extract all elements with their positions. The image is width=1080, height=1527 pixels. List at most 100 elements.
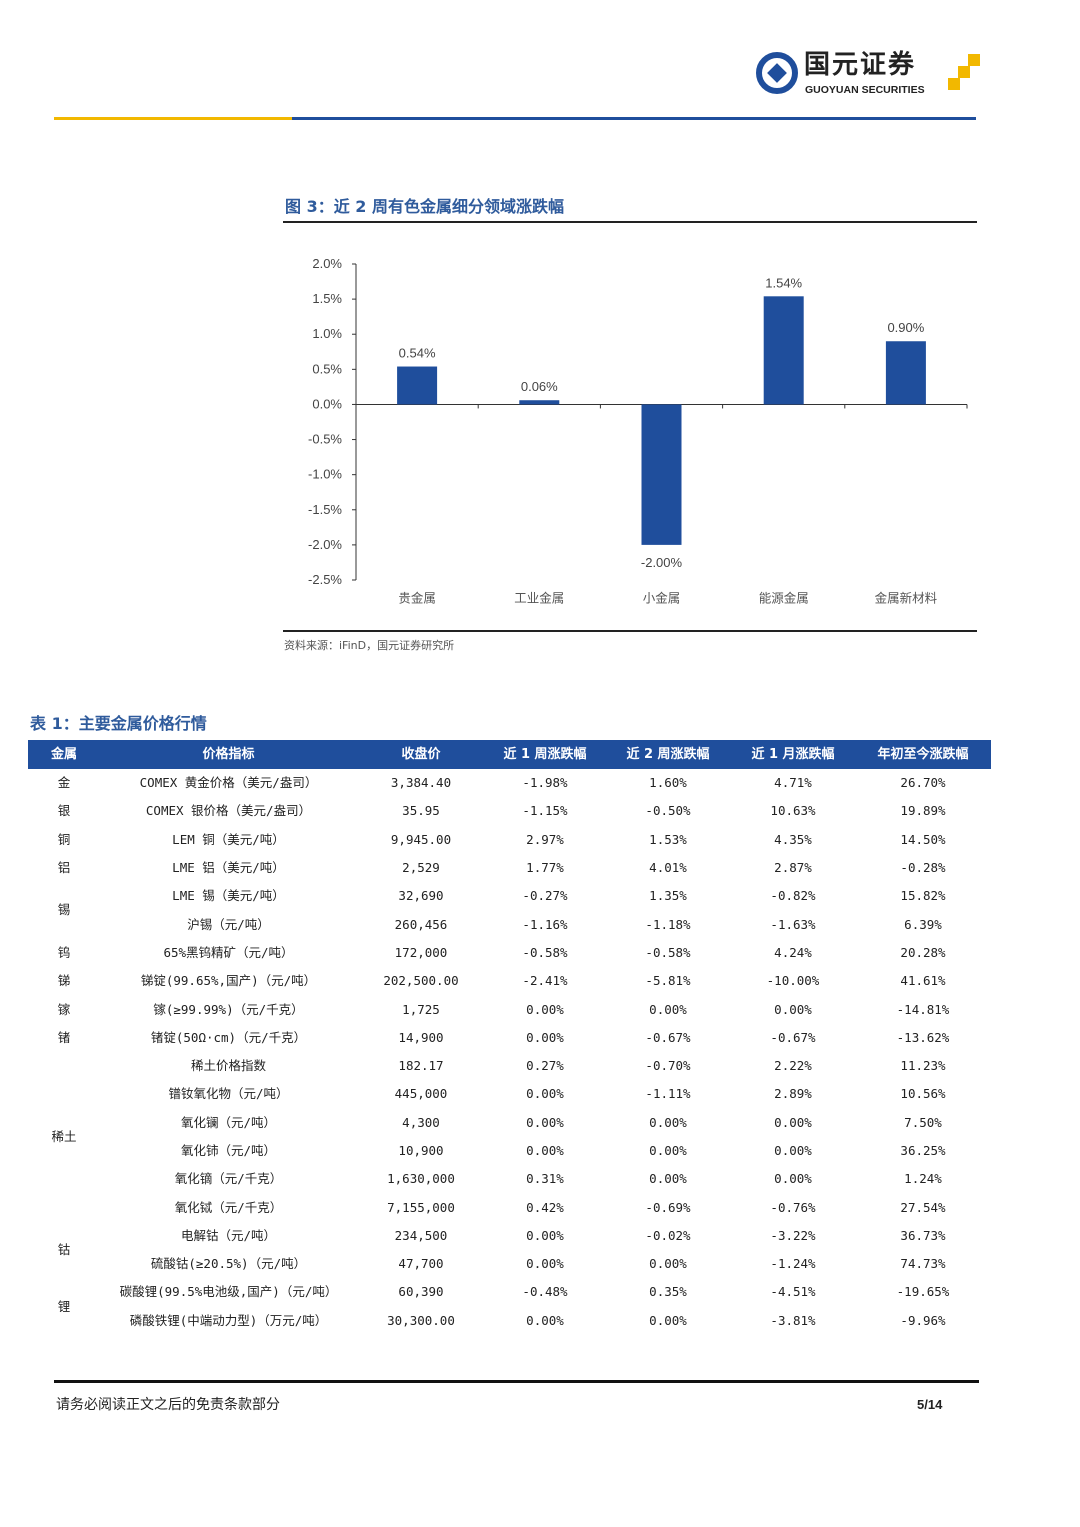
table-row: 锑 锑锭(99.65%,国产)（元/吨） 202,500.00 -2.41% -5.81… [28, 967, 991, 995]
close-price-cell: 32,690 [398, 888, 444, 904]
table-row: 锡 LME 锡（美元/吨） 32,690 -0.27% 1.35% -0.82% 15.82… [28, 882, 991, 917]
table-row: 氧化铈（元/吨） 10,900 0.00% 0.00% 0.00% 36.25% [28, 1137, 991, 1165]
table-row: 硫酸钴(≥20.5%)（元/吨） 47,700 0.00% 0.00% -1.24% 74… [28, 1250, 991, 1278]
change-1m-cell: -0.76% [770, 1199, 816, 1215]
close-price-cell: 182.17 [398, 1058, 444, 1074]
metal-cell: 金 [57, 775, 71, 791]
x-tick-label: 工业金属 [514, 590, 564, 605]
y-tick-label: 0.0% [312, 396, 342, 411]
close-price-cell: 234,500 [394, 1227, 448, 1243]
bar [519, 400, 560, 405]
x-tick-label: 贵金属 [398, 590, 436, 605]
indicator-cell: 氧化镝（元/千克） [174, 1171, 283, 1187]
metal-cell: 钨 [57, 944, 71, 960]
change-1w-cell: 0.00% [526, 1001, 564, 1017]
figure-top-rule [283, 221, 977, 223]
change-1w-cell: 0.31% [526, 1171, 564, 1187]
change-2w-cell: -0.70% [645, 1058, 691, 1074]
y-tick-label: -1.0% [308, 467, 342, 482]
change-ytd-cell: 15.82% [900, 888, 946, 904]
bar [397, 366, 438, 405]
table-row: 氧化镝（元/千克） 1,630,000 0.31% 0.00% 0.00% 1.24% [28, 1165, 991, 1193]
change-ytd-cell: 19.89% [900, 803, 946, 819]
close-price-cell: 14,900 [398, 1029, 444, 1045]
table-row: 锂 碳酸锂(99.5%电池级,国产)（元/吨） 60,390 -0.48% 0.35% -… [28, 1278, 991, 1313]
close-price-cell: 1,725 [402, 1001, 440, 1017]
x-tick-label: 能源金属 [759, 590, 809, 605]
change-2w-cell: 1.53% [649, 831, 687, 847]
close-price-cell: 9,945.00 [390, 831, 452, 847]
table-row: 钨 65%黑钨精矿（元/吨） 172,000 -0.58% -0.58% 4.24% 20.… [28, 939, 991, 967]
indicator-cell: COMEX 银价格（美元/盎司） [145, 803, 312, 819]
indicator-cell: 沪锡（元/吨） [187, 916, 270, 932]
change-1m-cell: -1.24% [770, 1256, 816, 1272]
change-ytd-cell: 36.73% [900, 1227, 946, 1243]
table-row: 铝 LME 铝（美元/吨） 2,529 1.77% 4.01% 2.87% -0.28% [28, 854, 991, 882]
bar [641, 404, 682, 545]
close-price-cell: 3,384.40 [390, 775, 452, 791]
metal-cell: 锗 [57, 1029, 71, 1045]
change-2w-cell: 0.00% [649, 1143, 687, 1158]
change-1w-cell: 0.00% [526, 1029, 564, 1045]
change-ytd-cell: -13.62% [896, 1029, 950, 1045]
change-2w-cell: 4.01% [649, 860, 687, 876]
bar [763, 296, 804, 405]
indicator-cell: 电解钴（元/吨） [180, 1227, 277, 1243]
change-1m-cell: 0.00% [774, 1001, 812, 1017]
column-header: 价格指标 [100, 740, 357, 769]
change-2w-cell: 0.00% [649, 1001, 687, 1017]
change-1m-cell: 2.89% [774, 1086, 812, 1102]
logo-text-en: GUOYUAN SECURITIES [805, 84, 925, 96]
change-ytd-cell: -0.28% [900, 860, 946, 876]
indicator-cell: LME 铝（美元/吨） [172, 860, 285, 876]
table-row: 钴 电解钴（元/吨） 234,500 0.00% -0.02% -3.22% 36.73% [28, 1222, 991, 1257]
change-ytd-cell: 74.73% [900, 1256, 946, 1272]
close-price-cell: 7,155,000 [387, 1199, 455, 1215]
metal-cell: 锑 [57, 973, 71, 989]
change-1m-cell: 2.87% [774, 860, 812, 876]
column-header: 收盘价 [357, 740, 485, 769]
x-tick-label: 金属新材料 [875, 590, 938, 605]
indicator-cell: 稀土价格指数 [190, 1058, 266, 1074]
indicator-cell: 磷酸铁锂(中端动力型)（万元/吨） [129, 1312, 328, 1328]
change-1m-cell: -3.22% [770, 1227, 816, 1243]
y-tick-label: -0.5% [308, 432, 342, 447]
column-header: 金属 [28, 740, 100, 769]
indicator-cell: 锗锭(50Ω·cm)（元/千克） [150, 1029, 307, 1045]
change-1w-cell: -2.41% [522, 973, 568, 989]
metal-cell: 锂 [57, 1298, 71, 1314]
change-ytd-cell: 11.23% [900, 1058, 946, 1074]
data-label: 0.54% [399, 346, 436, 361]
metal-cell: 钴 [57, 1242, 71, 1258]
y-tick-label: 1.0% [312, 326, 342, 341]
change-1m-cell: 10.63% [770, 803, 816, 819]
metal-cell: 镓 [57, 1001, 71, 1017]
table-title: 表 1：主要金属价格行情 [30, 714, 207, 733]
change-ytd-cell: 27.54% [900, 1199, 946, 1215]
column-header: 近 2 周涨跌幅 [605, 740, 731, 769]
metal-cell: 铝 [57, 860, 71, 876]
change-1w-cell: -0.48% [522, 1284, 568, 1300]
table-row: 金 COMEX 黄金价格（美元/盎司） 3,384.40 -1.98% 1.60% 4.7… [28, 769, 991, 797]
change-2w-cell: -1.18% [645, 916, 691, 932]
y-tick-label: 1.5% [312, 291, 342, 306]
close-price-cell: 172,000 [394, 944, 448, 960]
change-2w-cell: -0.69% [645, 1199, 691, 1215]
table-row: 磷酸铁锂(中端动力型)（万元/吨） 30,300.00 0.00% 0.00% -3.8… [28, 1307, 991, 1335]
change-1m-cell: -4.51% [770, 1284, 816, 1300]
metal-cell: 银 [57, 803, 71, 819]
metal-cell: 锡 [57, 902, 71, 918]
table-row: 稀土 稀土价格指数 182.17 0.27% -0.70% 2.22% 11.23% [28, 1052, 991, 1144]
header-rule-blue [292, 117, 976, 120]
change-1w-cell: 0.00% [526, 1143, 564, 1158]
y-tick-label: -1.5% [308, 502, 342, 517]
metal-cell: 稀土 [51, 1128, 77, 1144]
change-2w-cell: -0.58% [645, 944, 691, 960]
change-1m-cell: -10.00% [766, 973, 820, 989]
indicator-cell: 镨钕氧化物（元/吨） [168, 1086, 289, 1102]
header-rule-gold [54, 117, 292, 120]
change-ytd-cell: 36.25% [900, 1143, 946, 1158]
change-1w-cell: 0.00% [526, 1312, 564, 1328]
data-label: 0.90% [887, 320, 924, 335]
indicator-cell: 氧化铽（元/千克） [174, 1199, 283, 1215]
